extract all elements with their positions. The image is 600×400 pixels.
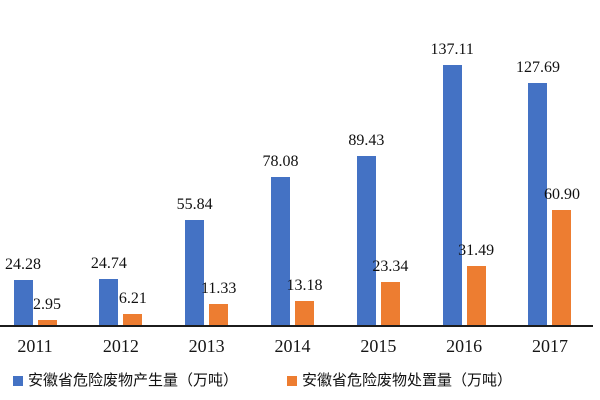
bar-value-label-disposal-2016: 31.49 <box>458 242 495 259</box>
bar-value-label-production-2016: 137.11 <box>430 41 474 58</box>
bar-value-label-production-2013: 55.84 <box>176 196 213 213</box>
x-axis-label-2012: 2012 <box>102 336 139 356</box>
bar-value-label-disposal-2012: 6.21 <box>118 290 147 307</box>
x-axis-label-2016: 2016 <box>446 336 483 356</box>
x-axis-label-2015: 2015 <box>360 336 397 356</box>
legend-entry-production: 安徽省危险废物产生量（万吨） <box>13 371 238 391</box>
legend-label-disposal: 安徽省危险废物处置量（万吨） <box>302 373 513 389</box>
bar-disposal-2017 <box>552 210 572 326</box>
bar-production-2013 <box>185 220 205 326</box>
legend-entry-disposal: 安徽省危险废物处置量（万吨） <box>287 371 512 391</box>
bar-production-2015 <box>356 156 376 326</box>
x-axis-line <box>0 325 593 327</box>
bar-production-2014 <box>270 177 290 326</box>
bar-value-label-production-2014: 78.08 <box>262 153 299 170</box>
bar-value-label-production-2011: 24.28 <box>5 256 41 273</box>
bar-production-2016 <box>442 65 462 326</box>
x-axis-label-2011: 2011 <box>17 336 53 356</box>
bar-value-label-disposal-2013: 11.33 <box>200 280 237 297</box>
bar-value-label-disposal-2015: 23.34 <box>372 258 409 275</box>
bar-disposal-2014 <box>294 301 314 326</box>
bar-production-2012 <box>99 279 119 326</box>
x-axis-label-2013: 2013 <box>188 336 225 356</box>
bar-production-2017 <box>528 83 548 326</box>
x-axis-label-2017: 2017 <box>531 336 568 356</box>
bar-value-label-disposal-2011: 2.95 <box>33 296 61 313</box>
bar-disposal-2016 <box>466 266 486 326</box>
plot-area: 24.28 2.95 24.74 6.21 55.84 11.33 78.08 13.18 89… <box>5 41 580 326</box>
bar-disposal-2015 <box>380 282 400 326</box>
bar-value-label-production-2012: 24.74 <box>90 255 127 272</box>
bar-production-2011 <box>13 280 33 326</box>
bar-value-label-disposal-2014: 13.18 <box>286 277 323 294</box>
bar-value-label-disposal-2017: 60.90 <box>543 186 580 203</box>
bar-disposal-2011 <box>37 320 57 326</box>
legend-swatch-blue-icon <box>13 376 23 386</box>
legend-label-production: 安徽省危险废物产生量（万吨） <box>28 373 239 389</box>
legend-swatch-orange-icon <box>287 376 297 386</box>
chart-legend: 安徽省危险废物产生量（万吨） 安徽省危险废物处置量（万吨） <box>0 371 600 393</box>
bar-value-label-production-2015: 89.43 <box>348 132 385 149</box>
bar-value-label-production-2017: 127.69 <box>515 59 560 76</box>
bar-disposal-2013 <box>209 304 229 326</box>
x-axis-label-2014: 2014 <box>274 336 311 356</box>
bar-disposal-2012 <box>123 314 143 326</box>
